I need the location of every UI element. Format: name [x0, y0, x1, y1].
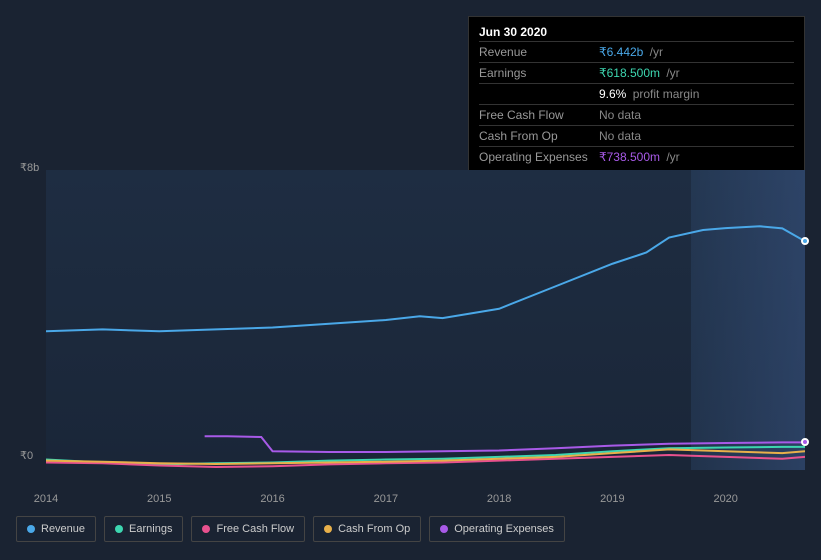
- legend-label: Free Cash Flow: [216, 523, 294, 535]
- legend-item-earnings[interactable]: Earnings: [104, 516, 183, 542]
- legend-dot-icon: [27, 525, 35, 533]
- tooltip-value: 9.6% profit margin: [599, 87, 794, 101]
- legend-dot-icon: [440, 525, 448, 533]
- chart-area: ₹8b ₹0 2014201520162017201820192020: [16, 155, 805, 500]
- legend-label: Cash From Op: [338, 523, 410, 535]
- x-tick: 2018: [487, 493, 511, 505]
- x-tick: 2016: [260, 493, 284, 505]
- tooltip-row: Free Cash FlowNo data: [479, 104, 794, 125]
- x-tick: 2019: [600, 493, 624, 505]
- series-line-operating_expenses: [205, 436, 805, 452]
- chart-tooltip: Jun 30 2020 Revenue₹6.442b /yrEarnings₹6…: [468, 16, 805, 174]
- tooltip-value: ₹618.500m /yr: [599, 66, 794, 80]
- x-tick: 2017: [374, 493, 398, 505]
- legend-label: Revenue: [41, 523, 85, 535]
- legend: Revenue Earnings Free Cash Flow Cash From O…: [16, 516, 565, 542]
- tooltip-value: No data: [599, 108, 794, 122]
- legend-item-revenue[interactable]: Revenue: [16, 516, 96, 542]
- y-axis-min: ₹0: [20, 449, 33, 462]
- legend-label: Earnings: [129, 523, 172, 535]
- legend-label: Operating Expenses: [454, 523, 554, 535]
- chart-plot[interactable]: [46, 170, 805, 470]
- tooltip-row: Revenue₹6.442b /yr: [479, 41, 794, 62]
- legend-dot-icon: [202, 525, 210, 533]
- tooltip-label: Revenue: [479, 45, 599, 59]
- chart-lines: [46, 170, 805, 470]
- legend-item-free_cash_flow[interactable]: Free Cash Flow: [191, 516, 305, 542]
- marker-operating_expenses: [801, 438, 809, 446]
- x-tick: 2015: [147, 493, 171, 505]
- marker-revenue: [801, 237, 809, 245]
- tooltip-row: Earnings₹618.500m /yr: [479, 62, 794, 83]
- legend-dot-icon: [115, 525, 123, 533]
- tooltip-value: ₹6.442b /yr: [599, 45, 794, 59]
- tooltip-label: Earnings: [479, 66, 599, 80]
- tooltip-label: Cash From Op: [479, 129, 599, 143]
- legend-item-operating_expenses[interactable]: Operating Expenses: [429, 516, 565, 542]
- tooltip-value: No data: [599, 129, 794, 143]
- series-line-revenue: [46, 226, 805, 331]
- tooltip-row: Cash From OpNo data: [479, 125, 794, 146]
- tooltip-row: 9.6% profit margin: [479, 83, 794, 104]
- y-axis-max: ₹8b: [20, 161, 39, 174]
- tooltip-label: Free Cash Flow: [479, 108, 599, 122]
- x-tick: 2020: [713, 493, 737, 505]
- x-tick: 2014: [34, 493, 58, 505]
- tooltip-label: [479, 87, 599, 101]
- legend-dot-icon: [324, 525, 332, 533]
- tooltip-date: Jun 30 2020: [479, 23, 794, 41]
- legend-item-cash_from_op[interactable]: Cash From Op: [313, 516, 421, 542]
